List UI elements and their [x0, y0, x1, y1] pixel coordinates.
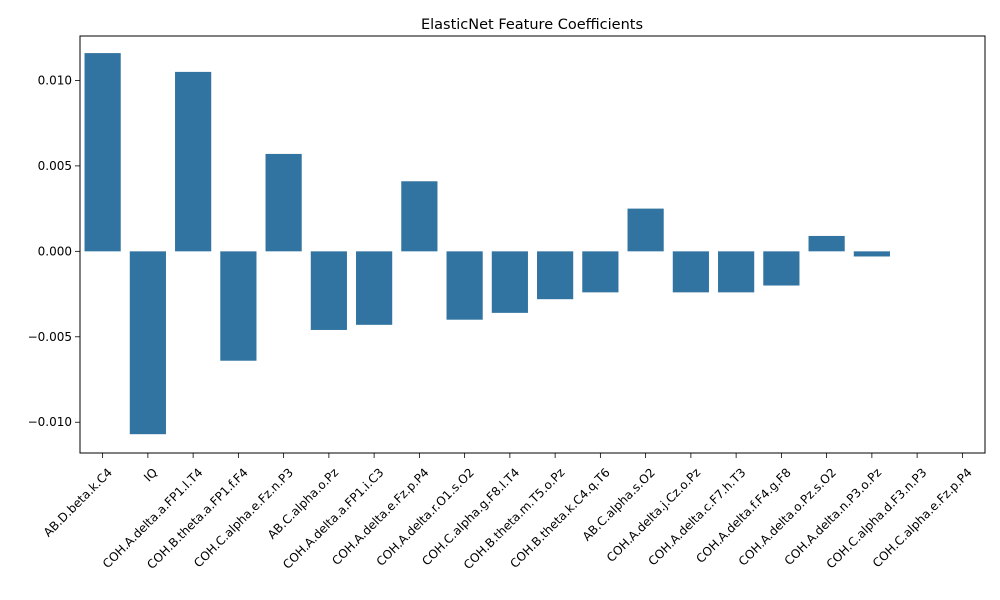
bar-9 — [491, 251, 528, 313]
bar-15 — [763, 251, 800, 286]
y-tick-label: 0.000 — [38, 244, 72, 258]
bar-10 — [537, 251, 574, 300]
y-axis: −0.010 −0.005 0.000 0.005 0.010 — [28, 73, 80, 429]
bar-0 — [84, 53, 121, 252]
y-tick-label: 0.005 — [38, 159, 72, 173]
bar-16 — [808, 235, 845, 252]
y-tick-label: −0.005 — [28, 330, 72, 344]
bar-2 — [175, 71, 212, 252]
bars-layer — [84, 53, 890, 435]
bar-12 — [627, 208, 664, 252]
bar-4 — [265, 153, 302, 252]
bar-1 — [129, 251, 166, 435]
y-tick-label: 0.010 — [38, 73, 72, 87]
x-axis: AB.D.beta.k.C4 IQCOH.A.delta.a.FP1.l.T4CO… — [41, 453, 975, 572]
bar-11 — [582, 251, 619, 293]
x-tick-label: IQ — [141, 465, 160, 484]
y-tick-label: −0.010 — [28, 415, 72, 429]
plot-frame — [79, 35, 986, 454]
bar-5 — [310, 251, 347, 330]
bar-8 — [446, 251, 483, 320]
bar-3 — [220, 251, 257, 361]
bar-14 — [718, 251, 755, 293]
chart-title: ElasticNet Feature Coefficients — [421, 17, 643, 33]
bar-17 — [853, 251, 890, 257]
bar-6 — [356, 251, 393, 325]
bar-7 — [401, 181, 438, 252]
x-tick-label: AB.D.beta.k.C4 — [41, 465, 115, 539]
bar-13 — [672, 251, 709, 293]
